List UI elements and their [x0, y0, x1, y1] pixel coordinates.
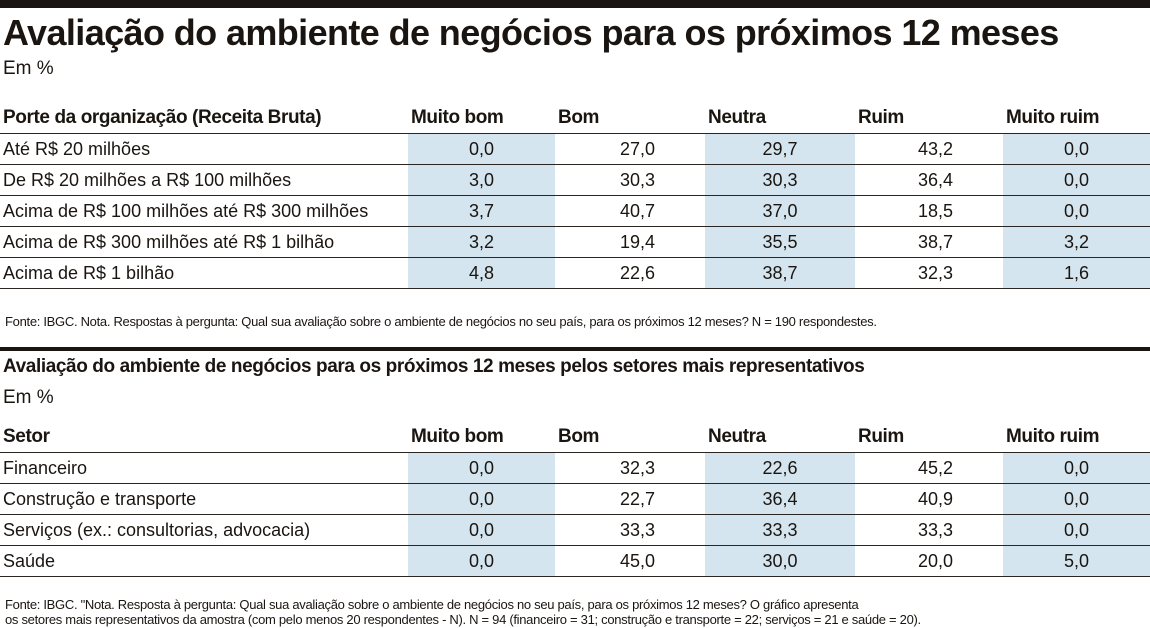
column-header: Setor	[3, 426, 50, 447]
source-note-line-2: os setores mais representativos da amost…	[5, 612, 921, 627]
table-row: Serviços (ex.: consultorias, advocacia) 0…	[0, 514, 1150, 546]
table-row: De R$ 20 milhões a R$ 100 milhões 3,0 30,3…	[0, 164, 1150, 196]
value-cell: 32,3	[555, 452, 705, 484]
value-cell: 0,0	[408, 133, 555, 165]
value-cell: 22,6	[705, 452, 855, 484]
source-note-line-1: Fonte: IBGC. "Nota. Resposta à pergunta:…	[5, 597, 859, 612]
column-header: Muito bom	[411, 107, 504, 128]
value-cell: 33,3	[555, 514, 705, 546]
table-row: Saúde 0,0 45,0 30,0 20,0 5,0	[0, 545, 1150, 577]
value-cell: 4,8	[408, 257, 555, 289]
row-label: De R$ 20 milhões a R$ 100 milhões	[0, 164, 408, 196]
table-row: Financeiro 0,0 32,3 22,6 45,2 0,0	[0, 452, 1150, 484]
value-cell: 5,0	[1003, 545, 1150, 577]
value-cell: 35,5	[705, 226, 855, 258]
column-header: Neutra	[708, 107, 766, 128]
value-cell: 30,3	[555, 164, 705, 196]
row-label: Até R$ 20 milhões	[0, 133, 408, 165]
table-row: Acima de R$ 300 milhões até R$ 1 bilhão 3…	[0, 226, 1150, 258]
value-cell: 37,0	[705, 195, 855, 227]
value-cell: 45,2	[855, 452, 1003, 484]
value-cell: 30,0	[705, 545, 855, 577]
value-cell: 0,0	[1003, 483, 1150, 515]
value-cell: 3,7	[408, 195, 555, 227]
table-row: Acima de R$ 1 bilhão 4,8 22,6 38,7 32,3 1,6	[0, 257, 1150, 289]
value-cell: 0,0	[1003, 514, 1150, 546]
row-label: Acima de R$ 300 milhões até R$ 1 bilhão	[0, 226, 408, 258]
value-cell: 3,0	[408, 164, 555, 196]
value-cell: 0,0	[408, 483, 555, 515]
top-rule	[0, 0, 1150, 8]
section-title: Avaliação do ambiente de negócios para o…	[3, 356, 865, 377]
column-header: Muito bom	[411, 426, 504, 447]
table-header-row: Porte da organização (Receita Bruta) Mui…	[0, 103, 1150, 134]
value-cell: 45,0	[555, 545, 705, 577]
unit-label: Em %	[3, 387, 54, 408]
value-cell: 0,0	[1003, 164, 1150, 196]
source-note: Fonte: IBGC. Nota. Respostas à pergunta:…	[5, 314, 877, 329]
unit-label: Em %	[3, 58, 54, 79]
value-cell: 20,0	[855, 545, 1003, 577]
value-cell: 33,3	[855, 514, 1003, 546]
row-label: Acima de R$ 1 bilhão	[0, 257, 408, 289]
value-cell: 0,0	[1003, 452, 1150, 484]
value-cell: 3,2	[1003, 226, 1150, 258]
column-header: Ruim	[858, 107, 904, 128]
column-header: Bom	[558, 107, 600, 128]
row-label: Construção e transporte	[0, 483, 408, 515]
value-cell: 0,0	[408, 514, 555, 546]
value-cell: 22,7	[555, 483, 705, 515]
value-cell: 18,5	[855, 195, 1003, 227]
value-cell: 33,3	[705, 514, 855, 546]
column-header: Muito ruim	[1006, 107, 1100, 128]
page-title: Avaliação do ambiente de negócios para o…	[3, 12, 1059, 53]
column-header: Muito ruim	[1006, 426, 1100, 447]
table-row: Construção e transporte 0,0 22,7 36,4 40,9 0,…	[0, 483, 1150, 515]
value-cell: 0,0	[408, 545, 555, 577]
value-cell: 40,7	[555, 195, 705, 227]
row-label: Financeiro	[0, 452, 408, 484]
section-divider	[0, 347, 1150, 351]
table-header-row: Setor Muito bom Bom Neutra Ruim Muito ru…	[0, 422, 1150, 453]
value-cell: 3,2	[408, 226, 555, 258]
value-cell: 1,6	[1003, 257, 1150, 289]
table-row: Acima de R$ 100 milhões até R$ 300 milhõ…	[0, 195, 1150, 227]
column-header: Porte da organização (Receita Bruta)	[3, 107, 322, 128]
value-cell: 43,2	[855, 133, 1003, 165]
value-cell: 19,4	[555, 226, 705, 258]
size-table: Porte da organização (Receita Bruta) Mui…	[0, 103, 1150, 289]
value-cell: 29,7	[705, 133, 855, 165]
column-header: Ruim	[858, 426, 904, 447]
column-header: Bom	[558, 426, 600, 447]
value-cell: 27,0	[555, 133, 705, 165]
column-header: Neutra	[708, 426, 766, 447]
row-label: Serviços (ex.: consultorias, advocacia)	[0, 514, 408, 546]
value-cell: 36,4	[705, 483, 855, 515]
row-label: Saúde	[0, 545, 408, 577]
value-cell: 40,9	[855, 483, 1003, 515]
table-row: Até R$ 20 milhões 0,0 27,0 29,7 43,2 0,0	[0, 133, 1150, 165]
row-label: Acima de R$ 100 milhões até R$ 300 milhõ…	[0, 195, 408, 227]
value-cell: 0,0	[1003, 195, 1150, 227]
value-cell: 0,0	[1003, 133, 1150, 165]
value-cell: 22,6	[555, 257, 705, 289]
sector-table: Setor Muito bom Bom Neutra Ruim Muito ru…	[0, 422, 1150, 577]
value-cell: 0,0	[408, 452, 555, 484]
value-cell: 38,7	[855, 226, 1003, 258]
value-cell: 36,4	[855, 164, 1003, 196]
value-cell: 30,3	[705, 164, 855, 196]
value-cell: 32,3	[855, 257, 1003, 289]
value-cell: 38,7	[705, 257, 855, 289]
